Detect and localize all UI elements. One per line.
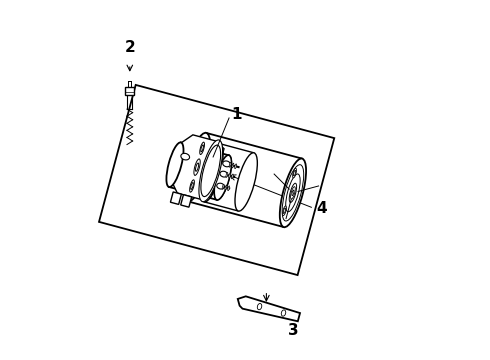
Ellipse shape (229, 162, 231, 167)
Polygon shape (125, 87, 134, 95)
Ellipse shape (232, 163, 234, 168)
Ellipse shape (196, 163, 198, 171)
Ellipse shape (201, 144, 223, 202)
Polygon shape (171, 192, 181, 204)
Ellipse shape (191, 183, 194, 189)
Ellipse shape (280, 158, 306, 227)
Ellipse shape (194, 159, 200, 175)
Ellipse shape (184, 133, 210, 202)
Ellipse shape (167, 143, 183, 187)
Ellipse shape (283, 206, 286, 216)
Polygon shape (204, 144, 254, 211)
Ellipse shape (282, 165, 304, 221)
Ellipse shape (235, 164, 237, 169)
Text: 1: 1 (231, 107, 242, 122)
Polygon shape (170, 135, 224, 199)
Ellipse shape (283, 208, 286, 213)
Polygon shape (238, 296, 300, 321)
Ellipse shape (228, 186, 230, 191)
Ellipse shape (281, 310, 286, 316)
Ellipse shape (226, 172, 228, 177)
Text: 4: 4 (316, 201, 326, 216)
Ellipse shape (214, 155, 231, 200)
Ellipse shape (292, 190, 294, 195)
Ellipse shape (214, 155, 231, 200)
Ellipse shape (286, 174, 300, 212)
Ellipse shape (199, 140, 222, 202)
Ellipse shape (294, 170, 295, 176)
Ellipse shape (257, 303, 262, 310)
Ellipse shape (217, 183, 224, 189)
Ellipse shape (201, 145, 220, 197)
Ellipse shape (190, 180, 195, 192)
Ellipse shape (229, 173, 231, 178)
Polygon shape (169, 143, 229, 200)
Ellipse shape (181, 153, 190, 160)
Ellipse shape (220, 171, 228, 177)
Ellipse shape (293, 168, 296, 178)
Ellipse shape (201, 145, 203, 152)
Ellipse shape (222, 184, 224, 189)
Text: 3: 3 (288, 323, 298, 338)
Ellipse shape (291, 187, 295, 199)
Ellipse shape (200, 142, 204, 154)
Ellipse shape (289, 183, 296, 202)
Ellipse shape (235, 153, 257, 211)
Polygon shape (188, 133, 302, 227)
Ellipse shape (231, 174, 233, 179)
Ellipse shape (225, 185, 227, 190)
Text: 2: 2 (124, 40, 135, 55)
Ellipse shape (223, 161, 230, 167)
Polygon shape (181, 195, 192, 207)
